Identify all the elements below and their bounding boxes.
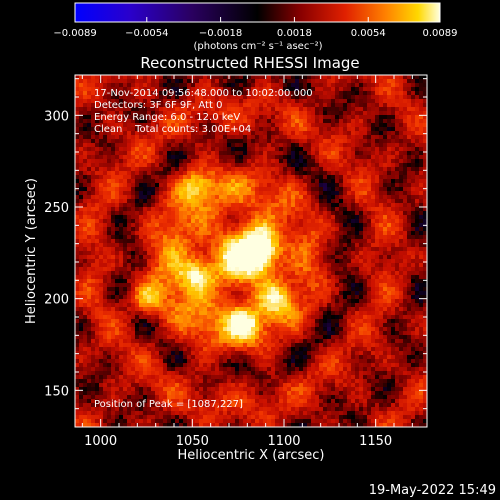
heatmap-raster: [75, 75, 427, 427]
y-axis-ticks: 150 200 250 300: [44, 78, 427, 410]
y-tick-label: 200: [44, 293, 69, 308]
heatmap-image: [75, 75, 427, 427]
x-tick-label: 1000: [84, 434, 117, 449]
colorbar-tick-label: 0.0054: [351, 28, 386, 39]
peak-position-label: Position of Peak = [1087,227]: [94, 399, 243, 410]
chart-title: Reconstructed RHESSI Image: [140, 54, 359, 72]
colorbar: −0.0089 −0.0054 −0.0018 0.0018 0.0054 0.0089 …: [53, 2, 458, 52]
annotation-counts: Clean Total counts: 3.00E+04: [94, 124, 251, 135]
annotation-block: 17-Nov-2014 09:56:48.000 to 10:02:00.000…: [94, 88, 313, 410]
annotation-time: 17-Nov-2014 09:56:48.000 to 10:02:00.000: [94, 88, 313, 99]
y-tick-label: 150: [44, 384, 69, 399]
colorbar-tick-label: −0.0089: [53, 28, 96, 39]
colorbar-ticks: −0.0089 −0.0054 −0.0018 0.0018 0.0054 0.0089: [53, 17, 458, 39]
colorbar-gradient: [74, 2, 441, 23]
plot-area: 1000 1050 1100 1150 150 200 250 300: [44, 74, 428, 449]
colorbar-tick-label: −0.0018: [199, 28, 242, 39]
annotation-detectors: Detectors: 3F 6F 9F, Att 0: [94, 100, 222, 111]
y-axis-label: Heliocentric Y (arcsec): [24, 178, 39, 324]
colorbar-tick-label: 0.0089: [423, 28, 458, 39]
x-tick-label: 1100: [267, 434, 300, 449]
colorbar-unit: (photons cm⁻² s⁻¹ asec⁻²): [193, 41, 322, 52]
x-axis-ticks: 1000 1050 1100 1150: [81, 75, 413, 449]
x-tick-label: 1050: [176, 434, 209, 449]
x-axis-label: Heliocentric X (arcsec): [178, 448, 325, 463]
colorbar-tick-label: 0.0018: [277, 28, 312, 39]
y-tick-label: 250: [44, 201, 69, 216]
annotation-energy: Energy Range: 6.0 - 12.0 keV: [94, 112, 240, 123]
x-tick-label: 1150: [359, 434, 392, 449]
footer-timestamp: 19-May-2022 15:49: [369, 483, 496, 498]
colorbar-tick-label: −0.0054: [125, 28, 168, 39]
plot-frame: [74, 74, 428, 428]
y-tick-label: 300: [44, 109, 69, 124]
